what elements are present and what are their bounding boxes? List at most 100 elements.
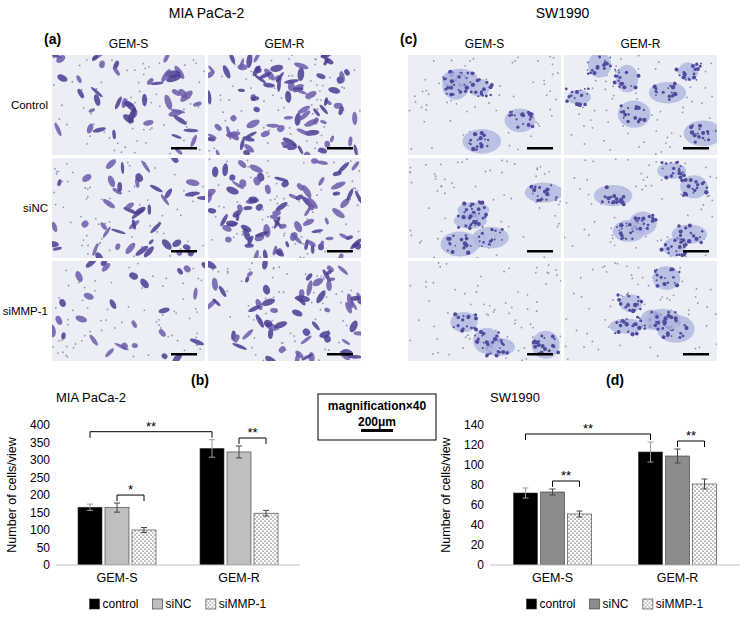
panel-title: MIA PaCa-2 [169,5,245,21]
stained-cell [132,343,139,348]
stained-cell [252,176,261,186]
pore [121,321,123,323]
stained-cell [270,64,284,73]
stained-nucleus [592,71,596,75]
pore [117,142,119,144]
stained-cell [193,101,203,108]
stained-nucleus [485,354,489,358]
stained-nucleus [637,296,639,298]
y-tick-label: 100 [464,458,484,472]
pore [283,235,285,237]
stained-cell [114,243,121,251]
stained-nucleus [689,178,693,182]
panel-letter: (c) [400,31,417,47]
pore [287,205,289,207]
pore [409,230,411,232]
stained-cell [323,334,332,344]
stained-nucleus [456,324,459,327]
pore [196,344,198,346]
pore [527,308,529,310]
pore [611,98,613,100]
pore [424,79,426,81]
pore [517,56,519,58]
stained-cell [349,298,359,310]
pore [552,63,554,65]
pore [537,60,539,62]
pore [271,60,273,62]
pore [134,186,136,188]
pore [580,277,582,279]
pore [65,269,67,271]
stained-cell [245,118,261,130]
pore [475,291,477,293]
stained-cell [337,264,349,276]
stained-nucleus [543,337,545,339]
stained-nucleus [679,172,682,175]
pore [425,90,427,92]
pore [465,336,467,338]
pore [454,289,456,291]
legend-swatch [590,599,600,609]
pore [457,161,459,163]
stained-nucleus [619,302,623,306]
stained-cell [345,234,353,240]
stained-cell [243,205,253,210]
pore [660,111,662,113]
stained-nucleus [474,328,478,332]
stained-cell [295,193,304,201]
stained-nucleus [632,230,634,232]
pore [501,160,503,162]
stained-cell [248,163,264,175]
error-bar-cap [648,462,654,463]
pore [67,324,69,326]
stained-cell [123,201,135,212]
stained-cell [294,352,301,361]
pore [667,236,669,238]
x-tick-label: GEM-S [97,571,138,585]
stained-nucleus [672,172,674,174]
stained-nucleus [556,351,560,355]
stained-nucleus [493,337,497,341]
stained-cell [263,224,272,238]
pore [62,180,64,182]
stained-nucleus [449,86,453,90]
pore [627,159,629,161]
pore [648,164,650,166]
pore [637,283,639,285]
stained-cell [100,262,111,273]
pore [612,237,614,239]
pore [508,132,510,134]
stained-nucleus [475,340,479,344]
stained-nucleus [497,350,500,353]
stained-nucleus [701,182,705,186]
legend-swatch [153,599,163,609]
pore [592,269,594,271]
stained-nucleus [664,243,668,247]
legend-label: siNC [166,597,192,611]
stained-cell [297,67,305,81]
stained-nucleus [668,98,671,101]
pore [314,147,316,149]
error-bar-cap [263,510,269,511]
stained-nucleus [555,196,558,199]
pore [671,132,673,134]
stained-nucleus [666,247,670,251]
pore [410,167,412,169]
pore [72,172,74,174]
pore [180,248,182,250]
stained-nucleus [575,102,579,106]
pore [202,245,204,247]
pore [409,110,411,112]
error-bar-cap [523,498,529,499]
stained-nucleus [453,84,455,86]
pore [498,94,500,96]
pore [236,201,238,203]
stained-nucleus [589,72,592,75]
pore [532,336,534,338]
stained-nucleus [491,341,494,344]
pore [673,294,675,296]
stained-cell [251,96,260,101]
stained-cell [331,206,347,220]
pore [130,97,132,99]
pore [437,190,439,192]
